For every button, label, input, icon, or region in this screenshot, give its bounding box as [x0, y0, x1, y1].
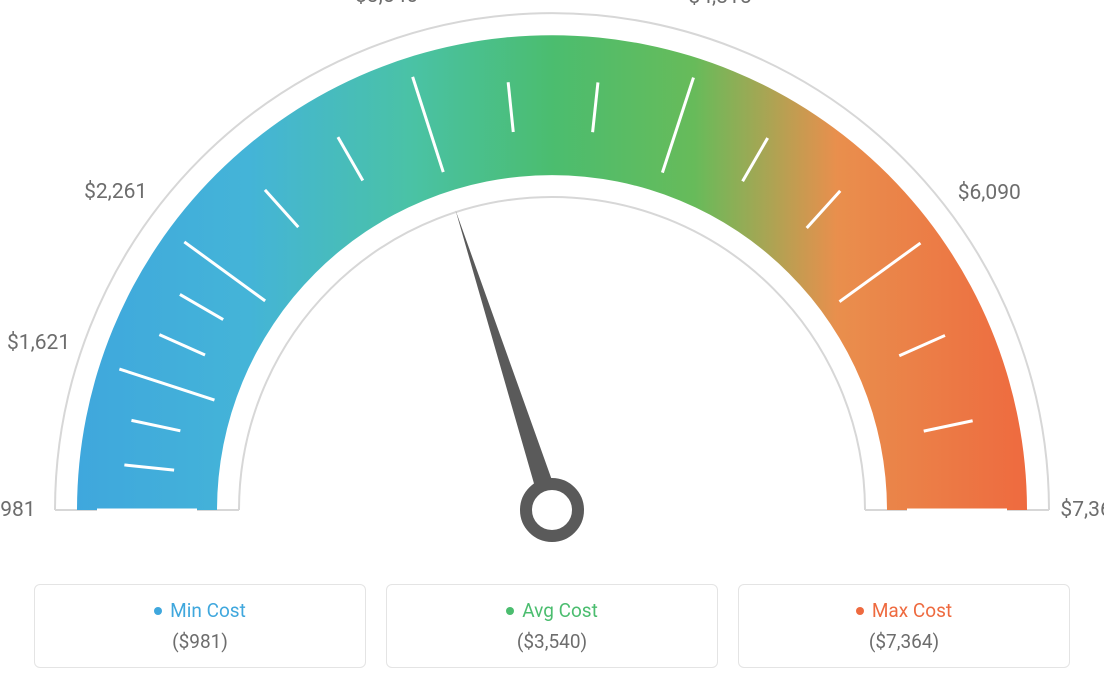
- legend-card-avg: Avg Cost ($3,540): [386, 584, 718, 668]
- dot-avg: [506, 607, 514, 615]
- legend-text-min: Min Cost: [170, 599, 246, 622]
- legend-label-avg: Avg Cost: [506, 599, 598, 622]
- scale-label: $6,090: [958, 181, 1021, 205]
- legend-value-max: ($7,364): [749, 630, 1059, 653]
- legend-value-avg: ($3,540): [397, 630, 707, 653]
- legend-row: Min Cost ($981) Avg Cost ($3,540) Max Co…: [34, 584, 1070, 668]
- scale-label: $7,364: [1060, 498, 1104, 522]
- scale-label: $3,540: [355, 0, 418, 8]
- gauge-chart: $981 $1,621 $2,261 $3,540 $4,815 $6,090 $7,364: [0, 0, 1104, 560]
- legend-text-avg: Avg Cost: [522, 599, 598, 622]
- legend-label-min: Min Cost: [154, 599, 246, 622]
- dot-max: [856, 607, 864, 615]
- dot-min: [154, 607, 162, 615]
- scale-label: $981: [0, 498, 36, 522]
- scale-label: $2,261: [84, 180, 147, 204]
- legend-value-min: ($981): [45, 630, 355, 653]
- legend-card-max: Max Cost ($7,364): [738, 584, 1070, 668]
- scale-label: $4,815: [688, 0, 751, 9]
- scale-label: $1,621: [7, 331, 70, 355]
- legend-label-max: Max Cost: [856, 599, 952, 622]
- legend-card-min: Min Cost ($981): [34, 584, 366, 668]
- gauge-svg: [0, 0, 1104, 560]
- legend-text-max: Max Cost: [872, 599, 952, 622]
